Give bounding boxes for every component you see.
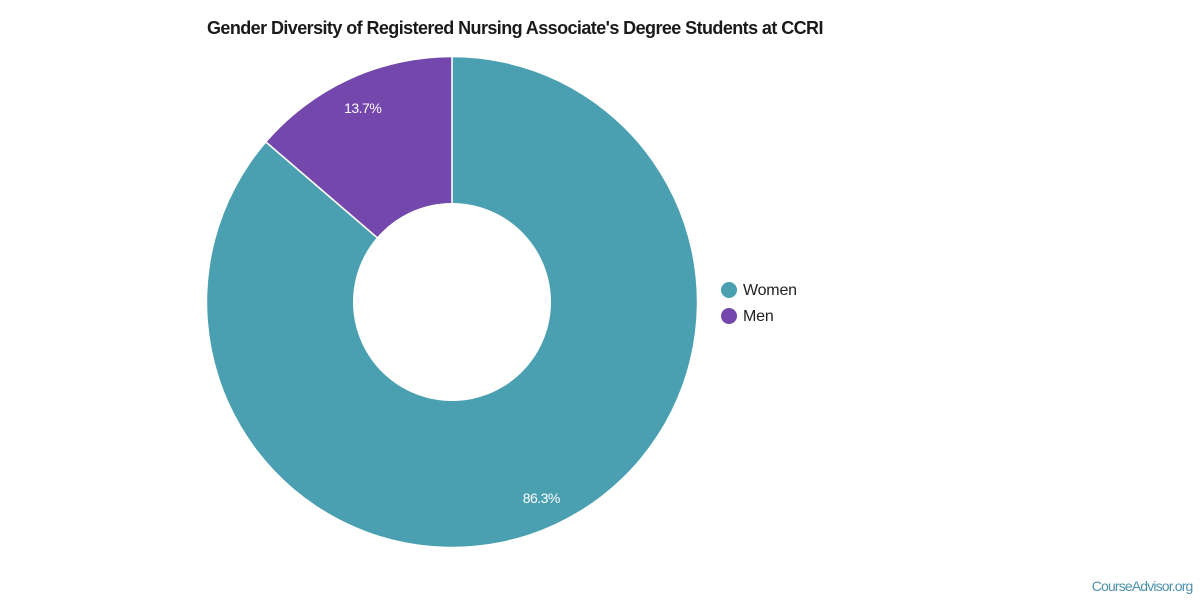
svg-text:86.3%: 86.3% <box>523 490 560 506</box>
svg-text:13.7%: 13.7% <box>344 100 381 116</box>
